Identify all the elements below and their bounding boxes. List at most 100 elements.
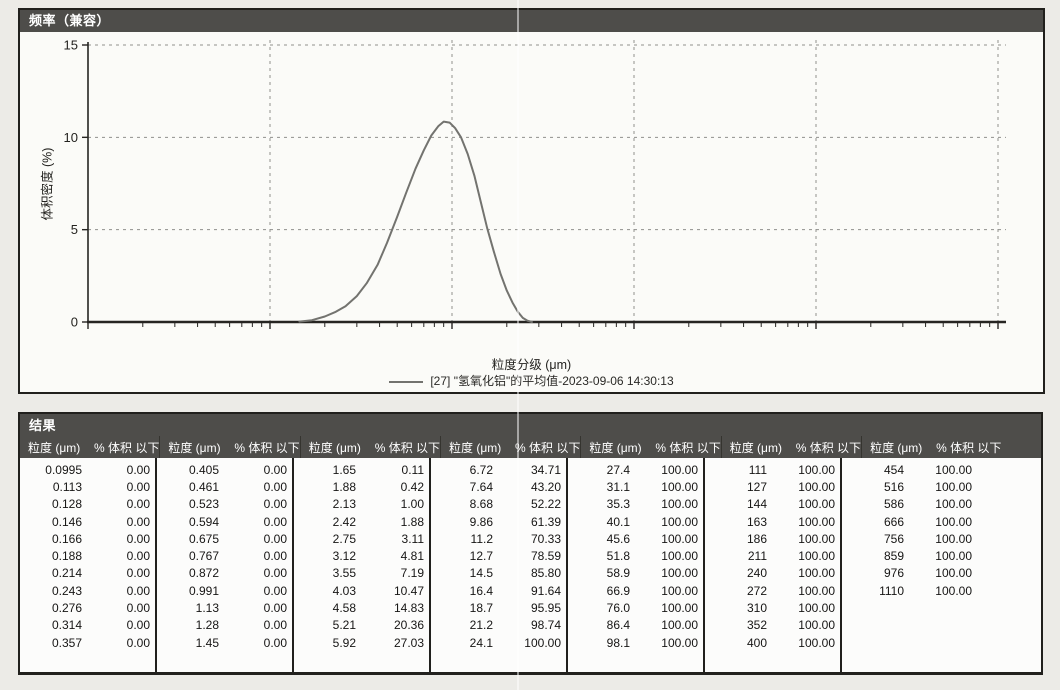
size-cell: 1.45 — [195, 635, 219, 650]
table-row: 31.1 100.00 — [568, 478, 703, 495]
results-group: 454 100.00 516 100.00 586 100.00 666 100.00 756 1… — [842, 458, 1041, 672]
results-panel: 结果 粒度 (μm)% 体积 以下 粒度 (μm)% 体积 以下 粒度 (μm)% … — [18, 412, 1043, 675]
pct-cell: 3.11 — [401, 531, 424, 546]
table-row: 127 100.00 — [705, 478, 840, 495]
legend-label: [27] "氢氧化铝"的平均值-2023-09-06 14:30:13 — [430, 374, 674, 388]
x-tick-label: 100.0 — [618, 333, 651, 334]
pct-cell: 100.00 — [798, 497, 835, 512]
results-header-row: 粒度 (μm)% 体积 以下 粒度 (μm)% 体积 以下 粒度 (μm)% 体积 … — [20, 436, 1041, 458]
size-cell: 0.357 — [51, 635, 82, 650]
table-row: 0.675 0.00 — [157, 530, 292, 547]
pct-cell: 100.00 — [798, 566, 835, 581]
pct-cell: 100.00 — [661, 497, 698, 512]
pct-cell: 95.95 — [530, 601, 561, 616]
size-cell: 0.128 — [51, 497, 82, 512]
group-header: 粒度 (μm) % 体积 以下 — [441, 436, 582, 458]
table-row: 0.405 0.00 — [157, 461, 292, 478]
size-cell: 0.405 — [188, 462, 219, 477]
results-group: 6.72 34.71 7.64 43.20 8.68 52.22 9.86 61.39 11.2… — [431, 458, 568, 672]
pct-cell: 100.00 — [524, 635, 561, 650]
results-group: 111 100.00 127 100.00 144 100.00 163 100.00 186 1… — [705, 458, 842, 672]
results-group: 0.405 0.00 0.461 0.00 0.523 0.00 0.594 0.00 0.67… — [157, 458, 294, 672]
pct-cell: 0.00 — [263, 514, 287, 529]
table-row: 4.58 14.83 — [294, 599, 429, 616]
table-row: 98.1 100.00 — [568, 634, 703, 651]
size-cell: 111 — [748, 462, 767, 477]
results-panel-title: 结果 — [20, 414, 1041, 436]
pct-cell: 0.00 — [263, 618, 287, 633]
pct-cell: 7.19 — [400, 566, 424, 581]
pct-cell: 100.00 — [661, 549, 698, 564]
pct-cell: 0.00 — [126, 601, 150, 616]
table-row: 1.28 0.00 — [157, 617, 292, 634]
pct-cell: 1.00 — [400, 497, 424, 512]
pct-cell: 91.64 — [530, 583, 561, 598]
size-cell: 0.188 — [51, 549, 82, 564]
pct-cell: 0.00 — [263, 549, 287, 564]
table-row: 0.0995 0.00 — [20, 461, 155, 478]
x-tick-label: 1,000.0 — [794, 333, 837, 334]
y-axis-label: 体积密度 (%) — [40, 147, 55, 221]
table-row: 976 100.00 — [842, 565, 1041, 582]
table-row: 3.55 7.19 — [294, 565, 429, 582]
size-cell: 0.767 — [188, 549, 219, 564]
size-cell: 31.1 — [606, 479, 630, 494]
size-cell: 98.1 — [606, 635, 630, 650]
y-tick-label: 0 — [71, 315, 78, 330]
pct-cell: 100.00 — [798, 601, 835, 616]
pct-cell: 100.00 — [935, 462, 972, 477]
chart-area: 0 5 10 15 0.1 1.0 10.0 100.0 1,000.0 10,000.0 体积密… — [20, 32, 1043, 392]
size-cell: 756 — [883, 531, 904, 546]
pct-column-header: % 体积 以下 — [94, 440, 160, 455]
pct-cell: 0.00 — [263, 583, 287, 598]
pct-cell: 0.00 — [263, 635, 287, 650]
table-row: 2.13 1.00 — [294, 496, 429, 513]
pct-cell: 0.00 — [126, 566, 150, 581]
size-cell: 76.0 — [606, 601, 630, 616]
pct-cell: 0.00 — [126, 635, 150, 650]
size-cell: 127 — [746, 479, 767, 494]
size-column-header: 粒度 (μm) — [449, 440, 502, 455]
size-cell: 0.594 — [188, 514, 219, 529]
size-cell: 0.314 — [51, 618, 82, 633]
table-row: 2.42 1.88 — [294, 513, 429, 530]
size-cell: 0.0995 — [45, 462, 82, 477]
size-cell: 1.13 — [195, 601, 219, 616]
pct-column-header: % 体积 以下 — [936, 440, 1002, 455]
table-row: 0.276 0.00 — [20, 599, 155, 616]
pct-cell: 0.00 — [126, 479, 150, 494]
pct-column-header: % 体积 以下 — [515, 440, 581, 455]
size-column-header: 粒度 (μm) — [729, 440, 782, 455]
pct-cell: 0.11 — [401, 462, 424, 477]
table-row: 1110 100.00 — [842, 582, 1041, 599]
table-row: 163 100.00 — [705, 513, 840, 530]
pct-cell: 100.00 — [935, 583, 972, 598]
results-group: 0.0995 0.00 0.113 0.00 0.128 0.00 0.146 0.00 0.1… — [20, 458, 157, 672]
size-cell: 66.9 — [606, 583, 630, 598]
size-column-header: 粒度 (μm) — [870, 440, 923, 455]
table-row: 11.2 70.33 — [431, 530, 566, 547]
size-cell: 51.8 — [606, 549, 630, 564]
table-row: 35.3 100.00 — [568, 496, 703, 513]
table-row: 0.243 0.00 — [20, 582, 155, 599]
pct-cell: 100.00 — [935, 549, 972, 564]
pct-cell: 100.00 — [661, 635, 698, 650]
table-row: 0.872 0.00 — [157, 565, 292, 582]
pct-cell: 10.47 — [393, 583, 424, 598]
pct-cell: 100.00 — [661, 479, 698, 494]
table-row: 1.45 0.00 — [157, 634, 292, 651]
pct-cell: 100.00 — [661, 566, 698, 581]
size-cell: 0.461 — [188, 479, 219, 494]
group-header: 粒度 (μm) % 体积 以下 — [581, 436, 722, 458]
pct-cell: 100.00 — [798, 635, 835, 650]
table-row: 516 100.00 — [842, 478, 1041, 495]
pct-cell: 100.00 — [935, 497, 972, 512]
size-cell: 0.991 — [188, 583, 219, 598]
size-cell: 352 — [746, 618, 767, 633]
pct-cell: 0.00 — [126, 531, 150, 546]
size-cell: 0.146 — [51, 514, 82, 529]
size-cell: 666 — [883, 514, 904, 529]
table-row: 272 100.00 — [705, 582, 840, 599]
group-header: 粒度 (μm) % 体积 以下 — [160, 436, 301, 458]
size-cell: 0.243 — [51, 583, 82, 598]
